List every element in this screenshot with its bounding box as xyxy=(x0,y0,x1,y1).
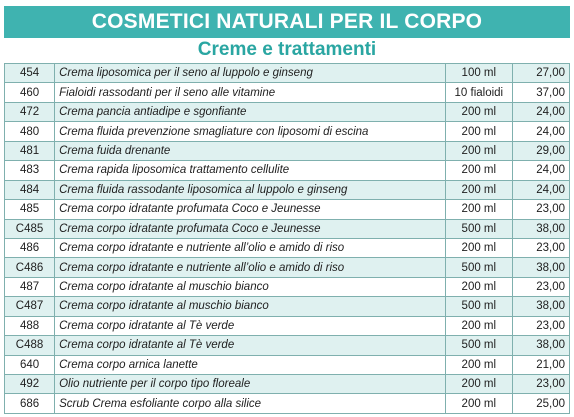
product-price: 23,00 xyxy=(511,315,571,337)
product-size: 500 ml xyxy=(444,296,513,317)
product-name: Crema corpo idratante al Tè verde xyxy=(54,335,446,356)
product-size: 200 ml xyxy=(444,393,513,414)
product-size: 200 ml xyxy=(444,354,513,376)
product-name: Crema fluida prevenzione smagliature con… xyxy=(54,121,446,142)
product-code: 686 xyxy=(3,393,56,414)
table-row: 686 Scrub Crema esfoliante corpo alla si… xyxy=(3,393,571,414)
product-price: 37,00 xyxy=(511,82,571,103)
product-name: Crema liposomica per il seno al luppolo … xyxy=(54,62,446,84)
product-price: 38,00 xyxy=(511,335,571,356)
product-size: 500 ml xyxy=(444,218,513,239)
product-code: 481 xyxy=(3,140,56,162)
product-code: 460 xyxy=(3,82,56,103)
product-code: C486 xyxy=(3,257,56,278)
product-code: 488 xyxy=(3,315,56,337)
table-row: C487 Crema corpo idratante al muschio bi… xyxy=(3,296,571,317)
product-code: 492 xyxy=(3,373,56,395)
product-size: 200 ml xyxy=(444,237,513,259)
product-size: 200 ml xyxy=(444,121,513,142)
product-price: 24,00 xyxy=(511,101,571,123)
product-size: 200 ml xyxy=(444,373,513,395)
table-row: C485 Crema corpo idratante profumata Coc… xyxy=(3,218,571,239)
product-price: 25,00 xyxy=(511,393,571,414)
table-row: 460 Fialoidi rassodanti per il seno alle… xyxy=(3,82,571,103)
product-name: Crema corpo idratante al muschio bianco xyxy=(54,296,446,317)
product-name: Scrub Crema esfoliante corpo alla silice xyxy=(54,393,446,414)
table-row: 454 Crema liposomica per il seno al lupp… xyxy=(3,62,571,84)
product-size: 100 ml xyxy=(444,62,513,84)
table-row: 481 Crema fuida drenante 200 ml 29,00 xyxy=(3,140,571,162)
product-price: 24,00 xyxy=(511,160,571,181)
product-price: 27,00 xyxy=(511,62,571,84)
page-title: COSMETICI NATURALI PER IL CORPO xyxy=(91,10,483,33)
product-size: 200 ml xyxy=(444,315,513,337)
table-row: 472 Crema pancia antiadipe e sgonfiante … xyxy=(3,101,571,123)
product-code: 486 xyxy=(3,237,56,259)
price-table-body: 454 Crema liposomica per il seno al lupp… xyxy=(3,62,571,414)
table-row: 492 Olio nutriente per il corpo tipo flo… xyxy=(3,373,571,395)
product-code: 640 xyxy=(3,354,56,376)
product-name: Olio nutriente per il corpo tipo floreal… xyxy=(54,373,446,395)
product-size: 200 ml xyxy=(444,179,513,201)
product-price: 23,00 xyxy=(511,276,571,298)
product-code: 487 xyxy=(3,276,56,298)
table-row: 488 Crema corpo idratante al Tè verde 20… xyxy=(3,315,571,337)
table-row: 640 Crema corpo arnica lanette 200 ml 21… xyxy=(3,354,571,376)
product-price: 24,00 xyxy=(511,121,571,142)
product-code: C488 xyxy=(3,335,56,356)
product-name: Crema rapida liposomica trattamento cell… xyxy=(54,160,446,181)
product-name: Crema corpo idratante profumata Coco e J… xyxy=(54,199,446,220)
product-name: Crema corpo arnica lanette xyxy=(54,354,446,376)
table-row: 487 Crema corpo idratante al muschio bia… xyxy=(3,276,571,298)
product-code: 480 xyxy=(3,121,56,142)
product-size: 200 ml xyxy=(444,276,513,298)
table-row: C488 Crema corpo idratante al Tè verde 5… xyxy=(3,335,571,356)
product-name: Crema fuida drenante xyxy=(54,140,446,162)
product-code: 485 xyxy=(3,199,56,220)
product-price: 23,00 xyxy=(511,199,571,220)
product-size: 200 ml xyxy=(444,160,513,181)
price-table: 454 Crema liposomica per il seno al lupp… xyxy=(3,62,571,414)
product-size: 200 ml xyxy=(444,199,513,220)
product-price: 23,00 xyxy=(511,237,571,259)
product-size: 10 fialoidi xyxy=(444,82,513,103)
table-row: 484 Crema fluida rassodante liposomica a… xyxy=(3,179,571,201)
product-size: 500 ml xyxy=(444,335,513,356)
product-price: 29,00 xyxy=(511,140,571,162)
product-code: 454 xyxy=(3,62,56,84)
product-size: 200 ml xyxy=(444,140,513,162)
product-name: Crema corpo idratante e nutriente all’ol… xyxy=(54,257,446,278)
product-price: 24,00 xyxy=(511,179,571,201)
product-name: Crema corpo idratante al muschio bianco xyxy=(54,276,446,298)
table-row: 480 Crema fluida prevenzione smagliature… xyxy=(3,121,571,142)
product-size: 500 ml xyxy=(444,257,513,278)
product-code: C485 xyxy=(3,218,56,239)
product-code: 483 xyxy=(3,160,56,181)
product-code: C487 xyxy=(3,296,56,317)
product-name: Fialoidi rassodanti per il seno alle vit… xyxy=(54,82,446,103)
product-name: Crema corpo idratante e nutriente all’ol… xyxy=(54,237,446,259)
table-row: C486 Crema corpo idratante e nutriente a… xyxy=(3,257,571,278)
page-title-banner: COSMETICI NATURALI PER IL CORPO xyxy=(4,6,570,38)
product-code: 484 xyxy=(3,179,56,201)
product-price: 21,00 xyxy=(511,354,571,376)
product-name: Crema corpo idratante al Tè verde xyxy=(54,315,446,337)
product-size: 200 ml xyxy=(444,101,513,123)
product-name: Crema corpo idratante profumata Coco e J… xyxy=(54,218,446,239)
product-name: Crema pancia antiadipe e sgonfiante xyxy=(54,101,446,123)
table-row: 483 Crema rapida liposomica trattamento … xyxy=(3,160,571,181)
product-price: 38,00 xyxy=(511,296,571,317)
product-name: Crema fluida rassodante liposomica al lu… xyxy=(54,179,446,201)
table-row: 485 Crema corpo idratante profumata Coco… xyxy=(3,199,571,220)
table-row: 486 Crema corpo idratante e nutriente al… xyxy=(3,237,571,259)
product-price: 38,00 xyxy=(511,257,571,278)
product-code: 472 xyxy=(3,101,56,123)
product-price: 38,00 xyxy=(511,218,571,239)
section-subtitle: Creme e trattamenti xyxy=(197,39,377,60)
product-price: 23,00 xyxy=(511,373,571,395)
